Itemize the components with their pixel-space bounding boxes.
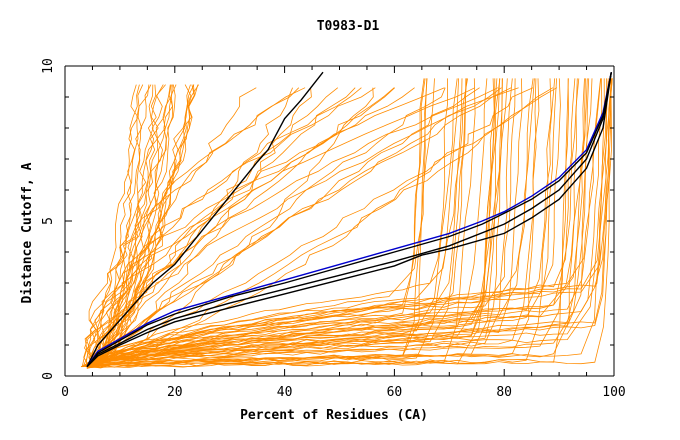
model-curve-36 <box>91 87 512 367</box>
model-curve-81 <box>86 78 569 368</box>
model-curve-43 <box>89 87 257 367</box>
model-curve-44 <box>90 87 502 368</box>
model-curve-96 <box>86 78 602 369</box>
model-curve-33 <box>83 87 300 367</box>
series-line-2 <box>86 72 612 368</box>
model-curve-88 <box>86 78 459 369</box>
series-line-3 <box>86 72 612 368</box>
model-curve-28 <box>88 87 499 367</box>
model-curve-17 <box>90 84 152 368</box>
model-curve-98 <box>86 78 495 367</box>
model-curve-23 <box>81 87 415 367</box>
model-curve-99 <box>86 78 605 368</box>
model-curve-40 <box>87 87 356 367</box>
model-curve-26 <box>85 87 374 368</box>
model-curve-92 <box>86 78 449 367</box>
model-curve-42 <box>80 87 480 368</box>
model-curve-84 <box>86 78 476 368</box>
chart-title: T0983-D1 <box>317 19 380 34</box>
x-tick-label: 100 <box>602 385 625 400</box>
x-tick-label: 0 <box>61 385 69 400</box>
tick-labels: 0 20 40 60 80 100 0 5 10 <box>41 58 626 400</box>
model-curve-37 <box>84 87 362 367</box>
model-curve-14 <box>94 84 173 367</box>
model-curve-78 <box>86 78 612 369</box>
model-curve-27 <box>82 87 554 368</box>
x-tick-label: 80 <box>496 385 512 400</box>
model-curve-93 <box>86 78 463 366</box>
axes <box>64 65 615 377</box>
model-curve-86 <box>86 78 590 367</box>
model-curve-97 <box>86 78 523 367</box>
model-curve-30 <box>81 87 534 368</box>
model-curve-76 <box>86 78 613 369</box>
model-curve-4 <box>80 84 166 368</box>
y-tick-label: 0 <box>41 372 56 380</box>
model-curve-3 <box>82 84 199 368</box>
model-curve-85 <box>86 78 428 367</box>
model-curve-20 <box>97 84 173 367</box>
model-curves <box>80 78 613 369</box>
y-axis-label: Distance Cutoff, A <box>20 162 35 303</box>
y-tick-label: 5 <box>41 217 56 225</box>
model-curve-38 <box>89 87 396 367</box>
highlighted-curves <box>86 71 612 368</box>
series-line-1 <box>86 72 612 368</box>
model-curve-24 <box>81 87 293 368</box>
model-curve-39 <box>88 87 376 367</box>
model-curve-21 <box>94 84 192 367</box>
model-curve-100 <box>86 78 607 368</box>
model-curve-82 <box>86 78 580 367</box>
x-tick-label: 20 <box>167 385 183 400</box>
x-tick-label: 40 <box>277 385 293 400</box>
model-curve-91 <box>86 78 516 369</box>
model-curve-31 <box>87 87 446 367</box>
model-curve-95 <box>86 78 540 367</box>
y-tick-label: 10 <box>41 58 56 74</box>
x-tick-label: 60 <box>387 385 403 400</box>
model-curve-18 <box>84 84 164 368</box>
model-curve-45 <box>85 87 306 367</box>
x-axis-label: Percent of Residues (CA) <box>240 408 428 423</box>
model-curve-41 <box>90 87 339 367</box>
series-line-0 <box>86 71 324 368</box>
series-line-4 <box>86 72 612 368</box>
model-curve-25 <box>82 87 445 367</box>
